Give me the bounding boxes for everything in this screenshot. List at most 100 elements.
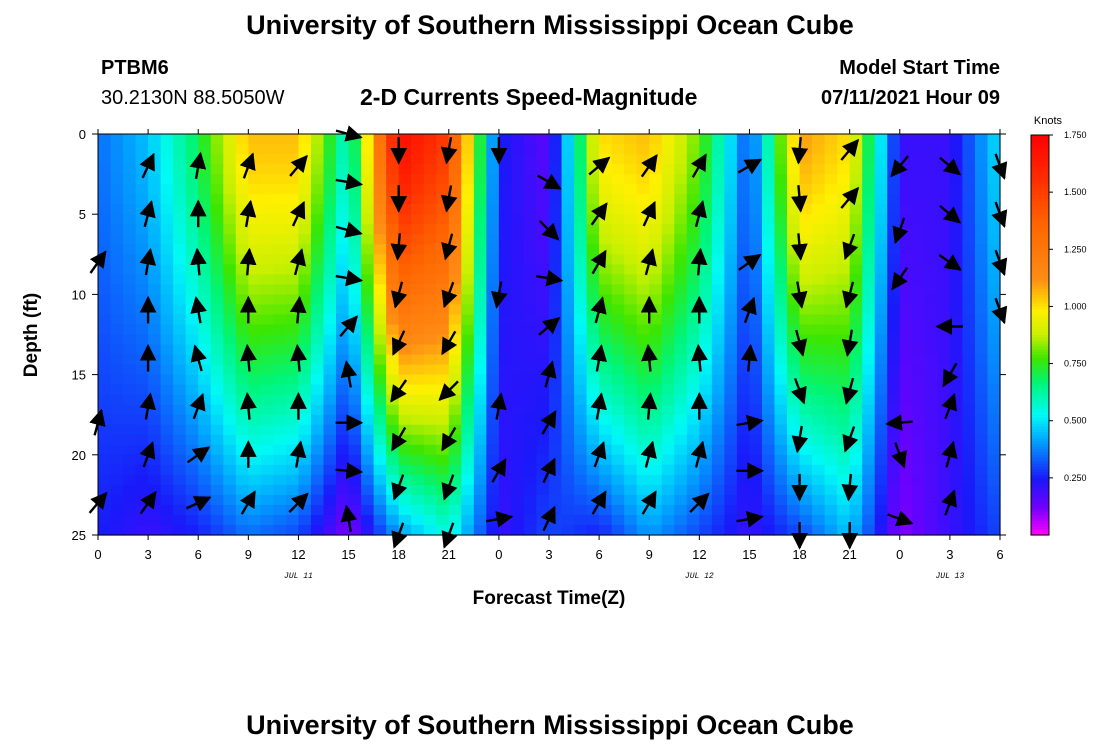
heatmap-cell [273,304,287,316]
heatmap-cell [699,274,713,285]
heatmap-cell [862,344,876,356]
heatmap-cell [937,434,951,446]
heatmap-cell [849,244,863,255]
heatmap-cell [824,454,838,466]
colorbar-swatch [1031,346,1049,350]
heatmap-cell [398,194,412,205]
current-vector-arrow [440,136,458,165]
heatmap-cell [160,244,174,255]
heatmap-cell [711,134,725,145]
heatmap-cell [736,444,751,456]
heatmap-cell [674,474,688,486]
heatmap-cell [235,194,249,205]
heatmap-cell [774,204,788,215]
heatmap-cell [198,284,212,296]
heatmap-cell [486,214,500,225]
heatmap-cell [135,254,149,265]
heatmap-cell [974,214,989,225]
heatmap-cell [210,364,224,376]
heatmap-cell [561,494,575,506]
heatmap-cell [761,184,776,195]
heatmap-cell [223,284,237,296]
heatmap-cell [674,414,688,426]
heatmap-cell [774,464,788,476]
current-vector-arrow [441,474,458,501]
current-vector-arrow [535,269,564,287]
heatmap-cell [874,304,888,316]
heatmap-cell [411,204,425,215]
heatmap-cell [586,294,600,306]
heatmap-cell [248,234,262,245]
heatmap-cell [235,254,249,265]
heatmap-cell [323,414,337,426]
heatmap-cell [373,214,387,225]
heatmap-cell [611,134,625,145]
heatmap-cell [736,184,751,195]
heatmap-cell [498,144,513,155]
heatmap-cell [210,314,224,326]
heatmap-cell [649,384,663,396]
heatmap-cell [273,464,287,476]
heatmap-cell [210,224,224,235]
model-start-time: 07/11/2021 Hour 09 [820,87,1000,109]
heatmap-cell [561,324,575,336]
heatmap-cell [824,304,838,316]
heatmap-cell [273,414,287,426]
heatmap-cell [611,424,625,436]
colorbar-swatch [1031,512,1049,516]
heatmap-cell [862,184,876,195]
heatmap-cell [586,234,600,245]
heatmap-cell [912,204,926,215]
heatmap-cell [173,384,187,396]
heatmap-cell [824,394,838,406]
heatmap-cell [837,524,851,536]
heatmap-cell [336,294,350,306]
heatmap-cell [974,324,989,336]
heatmap-cell [110,344,124,356]
current-vector-arrow [391,474,408,501]
heatmap-cell [761,424,776,436]
heatmap-cell [361,404,375,416]
colorbar-swatch [1031,529,1049,533]
heatmap-cell [348,384,362,396]
heatmap-cell [561,504,575,516]
heatmap-cell [273,254,287,265]
heatmap-cell [273,444,287,456]
heatmap-cell [235,244,249,255]
heatmap-cell [837,474,851,486]
heatmap-cell [561,474,575,486]
heatmap-cell [110,514,124,526]
heatmap-cell [824,274,838,285]
heatmap-cell [336,144,350,155]
colorbar-swatch [1031,475,1049,479]
heatmap-cell [461,444,475,456]
heatmap-cell [210,404,224,416]
heatmap-cell [148,304,162,316]
heatmap-cell [574,474,588,486]
heatmap-cell [837,304,851,316]
heatmap-cell [461,314,475,326]
heatmap-cell [123,524,137,536]
heatmap-cell [787,374,801,386]
heatmap-cell [273,244,287,255]
heatmap-cell [837,424,851,436]
heatmap-cell [323,444,337,456]
heatmap-cell [774,304,788,316]
heatmap-cell [761,194,776,205]
heatmap-cell [974,184,989,195]
heatmap-cell [198,334,212,346]
heatmap-cell [674,314,688,326]
heatmap-cell [974,494,989,506]
heatmap-cell [223,464,237,476]
heatmap-cell [110,144,124,155]
heatmap-cell [511,214,525,225]
heatmap-cell [373,234,387,245]
heatmap-cell [486,144,500,155]
heatmap-cell [323,254,337,265]
heatmap-cell [511,454,525,466]
heatmap-cell [185,494,199,506]
heatmap-cell [436,174,450,185]
heatmap-cell [949,374,964,386]
heatmap-cell [837,404,851,416]
heatmap-cell [862,414,876,426]
